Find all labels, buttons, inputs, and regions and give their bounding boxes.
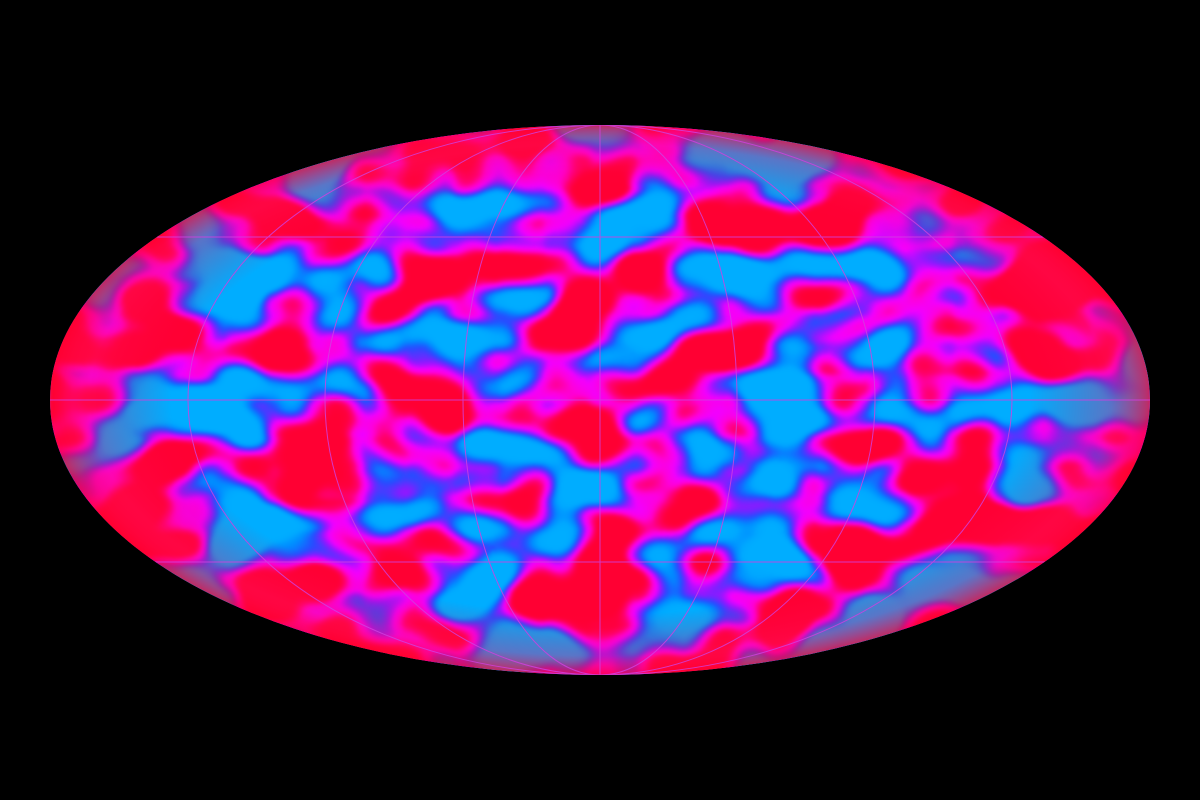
meridian	[462, 125, 738, 675]
meridian	[187, 125, 1013, 675]
meridian	[324, 125, 876, 675]
graticule	[50, 125, 1150, 675]
map-body	[50, 125, 1150, 675]
